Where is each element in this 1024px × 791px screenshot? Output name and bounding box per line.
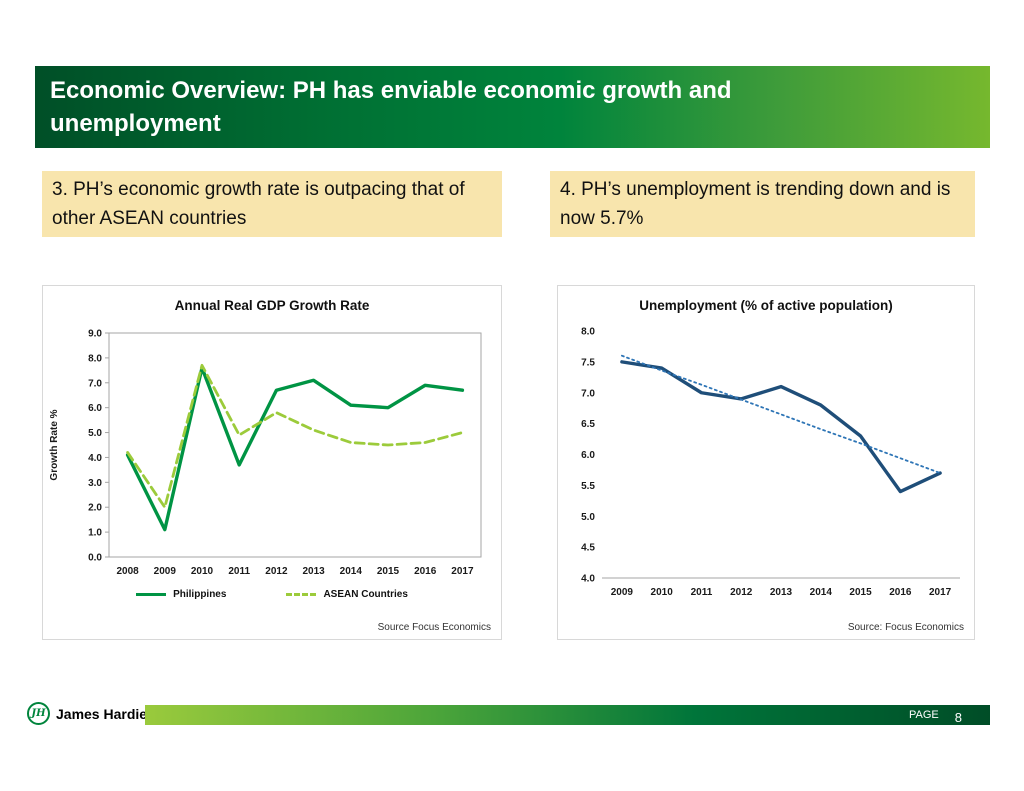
unemployment-chart-canvas: 4.0 4.5 5.0 5.5 6.0 6.5 7.0 7.5 8.0 2009 2010 2011 2… [581, 327, 960, 598]
gdp-chart-card: Annual Real GDP Growth Rate 0.0 1.0 2.0 3.0… [42, 285, 502, 640]
slide-title-line-1: Economic Overview: PH has enviable econo… [50, 77, 732, 104]
unemployment-chart-card: Unemployment (% of active population) 4.… [557, 285, 975, 640]
svg-text:2013: 2013 [302, 566, 325, 577]
slide-title-line-2: unemployment [50, 110, 221, 137]
svg-text:7.5: 7.5 [581, 357, 595, 368]
brand: JH James Hardie [27, 702, 147, 725]
svg-text:6.5: 6.5 [581, 419, 595, 430]
svg-text:4.5: 4.5 [581, 543, 595, 554]
svg-text:7.0: 7.0 [581, 388, 595, 399]
brand-name: James Hardie [56, 705, 148, 722]
svg-text:4.0: 4.0 [88, 453, 102, 464]
svg-text:2011: 2011 [228, 566, 250, 577]
legend-asean-label: ASEAN Countries [323, 589, 408, 600]
svg-text:7.0: 7.0 [88, 378, 102, 389]
slide-header: Economic Overview: PH has enviable econo… [35, 66, 990, 148]
svg-text:8.0: 8.0 [581, 327, 595, 338]
svg-text:2013: 2013 [770, 587, 793, 598]
page-label: PAGE [909, 709, 939, 721]
svg-text:2.0: 2.0 [88, 503, 102, 514]
logo-monogram: JH [31, 708, 46, 719]
gdp-chart-legend: Philippines ASEAN Countries [43, 589, 501, 600]
svg-text:5.5: 5.5 [581, 481, 595, 492]
svg-text:2010: 2010 [651, 587, 674, 598]
page-number: 8 [954, 709, 962, 725]
svg-text:4.0: 4.0 [581, 574, 595, 585]
gdp-chart-canvas: 0.0 1.0 2.0 3.0 4.0 5.0 6.0 7.0 8.0 9.0 2008 2009 20… [49, 329, 482, 577]
legend-asean: ASEAN Countries [286, 589, 408, 600]
svg-text:Growth Rate %: Growth Rate % [49, 409, 60, 480]
svg-text:2009: 2009 [154, 566, 177, 577]
svg-text:2014: 2014 [340, 566, 363, 577]
philippines-line-swatch [136, 592, 167, 597]
svg-text:5.0: 5.0 [581, 512, 595, 523]
svg-text:3.0: 3.0 [88, 478, 102, 489]
svg-text:5.0: 5.0 [88, 428, 102, 439]
svg-text:2017: 2017 [451, 566, 474, 577]
svg-text:1.0: 1.0 [88, 528, 102, 539]
svg-text:2012: 2012 [730, 587, 753, 598]
svg-text:0.0: 0.0 [88, 553, 102, 564]
asean-line-swatch [286, 593, 317, 596]
svg-text:2016: 2016 [414, 566, 437, 577]
svg-text:2015: 2015 [377, 566, 400, 577]
legend-philippines-label: Philippines [173, 589, 227, 600]
callout-unemployment: 4. PH’s unemployment is trending down an… [550, 171, 975, 237]
unemployment-chart-title: Unemployment (% of active population) [639, 298, 893, 313]
svg-text:2014: 2014 [810, 587, 833, 598]
svg-text:9.0: 9.0 [88, 329, 102, 340]
gdp-chart-title: Annual Real GDP Growth Rate [174, 298, 370, 313]
svg-text:6.0: 6.0 [88, 403, 102, 414]
svg-text:2008: 2008 [116, 566, 139, 577]
footer-bar: PAGE 8 [145, 705, 990, 725]
slide-title: Economic Overview: PH has enviable econo… [35, 66, 990, 140]
svg-text:2017: 2017 [929, 587, 952, 598]
james-hardie-logo-icon: JH [27, 702, 50, 725]
svg-text:2011: 2011 [691, 587, 713, 598]
gdp-source: Source Focus Economics [377, 622, 491, 633]
svg-text:6.0: 6.0 [581, 450, 595, 461]
svg-text:2010: 2010 [191, 566, 214, 577]
svg-text:8.0: 8.0 [88, 353, 102, 364]
unemployment-source: Source: Focus Economics [847, 622, 964, 633]
callout-gdp-growth: 3. PH’s economic growth rate is outpacin… [42, 171, 502, 237]
svg-text:2009: 2009 [611, 587, 634, 598]
svg-text:2015: 2015 [849, 587, 872, 598]
svg-text:2012: 2012 [265, 566, 288, 577]
legend-philippines: Philippines [136, 589, 226, 600]
svg-text:2016: 2016 [889, 587, 912, 598]
